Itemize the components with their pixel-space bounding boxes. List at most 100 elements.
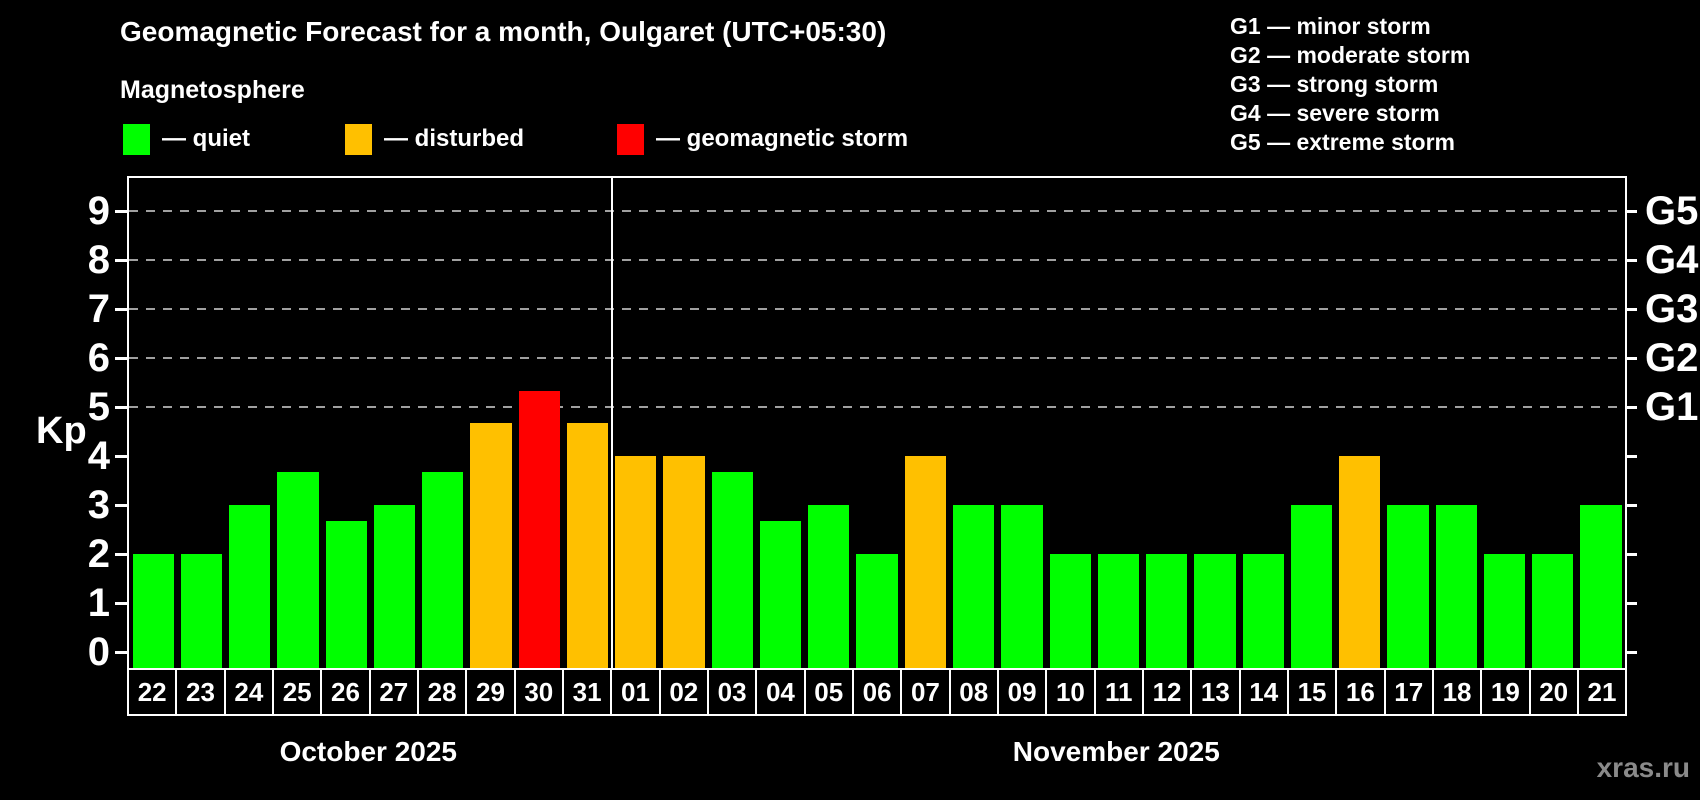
- y-tick-left-3: [115, 503, 127, 507]
- day-label-09: 09: [996, 670, 1045, 714]
- day-label-16: 16: [1335, 670, 1383, 714]
- day-label-25: 25: [271, 670, 320, 714]
- bar-slot-12: [1143, 178, 1191, 668]
- kp-bar-day-04: [759, 521, 802, 668]
- bar-slot-15: [1287, 178, 1335, 668]
- day-label-29: 29: [465, 670, 513, 714]
- bar-slot-27: [370, 178, 418, 668]
- day-label-10: 10: [1045, 670, 1093, 714]
- kp-bar-day-02: [663, 456, 705, 668]
- bar-slot-03: [708, 178, 756, 668]
- kp-bar-day-20: [1532, 554, 1574, 668]
- y-tick-label-9: 9: [87, 189, 110, 233]
- month-divider-line: [610, 178, 613, 668]
- g-scale-legend: G1 — minor storm G2 — moderate storm G3 …: [1230, 12, 1470, 157]
- kp-bar-day-16: [1339, 456, 1381, 668]
- y-axis-label: Kp: [36, 410, 87, 452]
- y-tick-left-9: [115, 209, 127, 213]
- y-tick-left-2: [115, 552, 127, 556]
- kp-bar-day-15: [1290, 505, 1333, 668]
- gridline-kp-8: [129, 259, 1625, 261]
- day-label-13: 13: [1190, 670, 1238, 714]
- day-label-17: 17: [1383, 670, 1432, 714]
- legend-label-quiet: — quiet: [162, 125, 250, 152]
- kp-bar-day-28: [422, 472, 464, 668]
- y-tick-left-4: [115, 454, 127, 458]
- chart-title: Geomagnetic Forecast for a month, Oulgar…: [120, 16, 887, 47]
- kp-bar-day-25: [277, 472, 319, 668]
- day-label-02: 02: [658, 670, 707, 714]
- y-tick-left-0: [115, 650, 127, 654]
- y-tick-label-3: 3: [87, 483, 110, 527]
- day-label-14: 14: [1238, 670, 1287, 714]
- bar-slot-26: [322, 178, 370, 668]
- bar-slot-28: [419, 178, 467, 668]
- g-scale-label-g1: G1: [1645, 385, 1699, 429]
- kp-bar-day-17: [1387, 505, 1429, 668]
- bar-slot-20: [1529, 178, 1577, 668]
- chart-subtitle: Magnetosphere: [120, 76, 305, 104]
- day-label-28: 28: [416, 670, 465, 714]
- day-label-24: 24: [223, 670, 272, 714]
- day-label-03: 03: [706, 670, 755, 714]
- bar-slot-09: [998, 178, 1046, 668]
- y-tick-label-6: 6: [87, 336, 110, 380]
- legend-item-disturbed: — disturbed: [345, 123, 524, 155]
- bar-slot-06: [853, 178, 901, 668]
- g-scale-label-g3: G3: [1645, 287, 1699, 331]
- legend-label-disturbed: — disturbed: [384, 125, 525, 152]
- day-label-row: 22 23 24 25 26 27 28 29 30 31 01 02 03 04 05 06 07 08 09 10…: [127, 668, 1627, 716]
- y-tick-left-8: [115, 258, 127, 262]
- bar-slot-02: [660, 178, 708, 668]
- quiet-color-swatch: [123, 123, 150, 155]
- kp-bar-day-11: [1097, 554, 1140, 668]
- kp-bar-day-01: [615, 456, 657, 668]
- day-label-01: 01: [610, 670, 658, 714]
- bar-slot-05: [805, 178, 853, 668]
- y-tick-label-2: 2: [87, 532, 110, 576]
- g-scale-label-g2: G2: [1645, 336, 1699, 380]
- kp-bar-day-12: [1146, 554, 1188, 668]
- kp-bar-day-22: [132, 554, 174, 668]
- storm-color-swatch: [617, 123, 644, 155]
- g-legend-line-g5: G5 — extreme storm: [1230, 129, 1455, 155]
- gridline-kp-6: [129, 357, 1625, 359]
- bar-slot-22: [129, 178, 177, 668]
- disturbed-color-swatch: [345, 123, 372, 155]
- legend-item-quiet: — quiet: [123, 123, 250, 155]
- day-label-11: 11: [1093, 670, 1142, 714]
- g-legend-line-g2: G2 — moderate storm: [1230, 42, 1471, 68]
- kp-bar-day-05: [808, 505, 850, 668]
- day-label-31: 31: [561, 670, 610, 714]
- kp-bar-day-19: [1483, 554, 1526, 668]
- day-label-27: 27: [368, 670, 417, 714]
- legend-label-storm: — geomagnetic storm: [656, 125, 909, 152]
- month-label-october: October 2025: [279, 736, 457, 767]
- kp-bar-day-08: [953, 505, 995, 668]
- kp-bar-day-27: [373, 505, 416, 668]
- kp-bar-day-06: [856, 554, 898, 668]
- day-label-30: 30: [513, 670, 562, 714]
- bar-slot-04: [756, 178, 804, 668]
- kp-bar-day-30: [518, 390, 560, 668]
- kp-bar-day-14: [1242, 554, 1284, 668]
- bar-slot-10: [1046, 178, 1094, 668]
- day-label-07: 07: [900, 670, 948, 714]
- g-legend-line-g4: G4 — severe storm: [1230, 100, 1440, 126]
- bar-slot-23: [177, 178, 225, 668]
- g-scale-label-g4: G4: [1645, 238, 1699, 282]
- y-tick-left-6: [115, 356, 127, 360]
- g-legend-line-g3: G3 — strong storm: [1230, 71, 1439, 97]
- day-label-21: 21: [1576, 670, 1625, 714]
- day-label-06: 06: [851, 670, 900, 714]
- bar-slot-16: [1336, 178, 1384, 668]
- y-tick-label-8: 8: [87, 238, 110, 282]
- bar-slot-07: [901, 178, 949, 668]
- bar-slot-18: [1432, 178, 1480, 668]
- bar-slot-21: [1577, 178, 1625, 668]
- kp-bar-day-29: [470, 423, 512, 668]
- gridline-kp-9: [129, 210, 1625, 212]
- y-tick-label-1: 1: [87, 581, 110, 625]
- kp-bar-day-18: [1435, 505, 1477, 668]
- day-label-18: 18: [1431, 670, 1480, 714]
